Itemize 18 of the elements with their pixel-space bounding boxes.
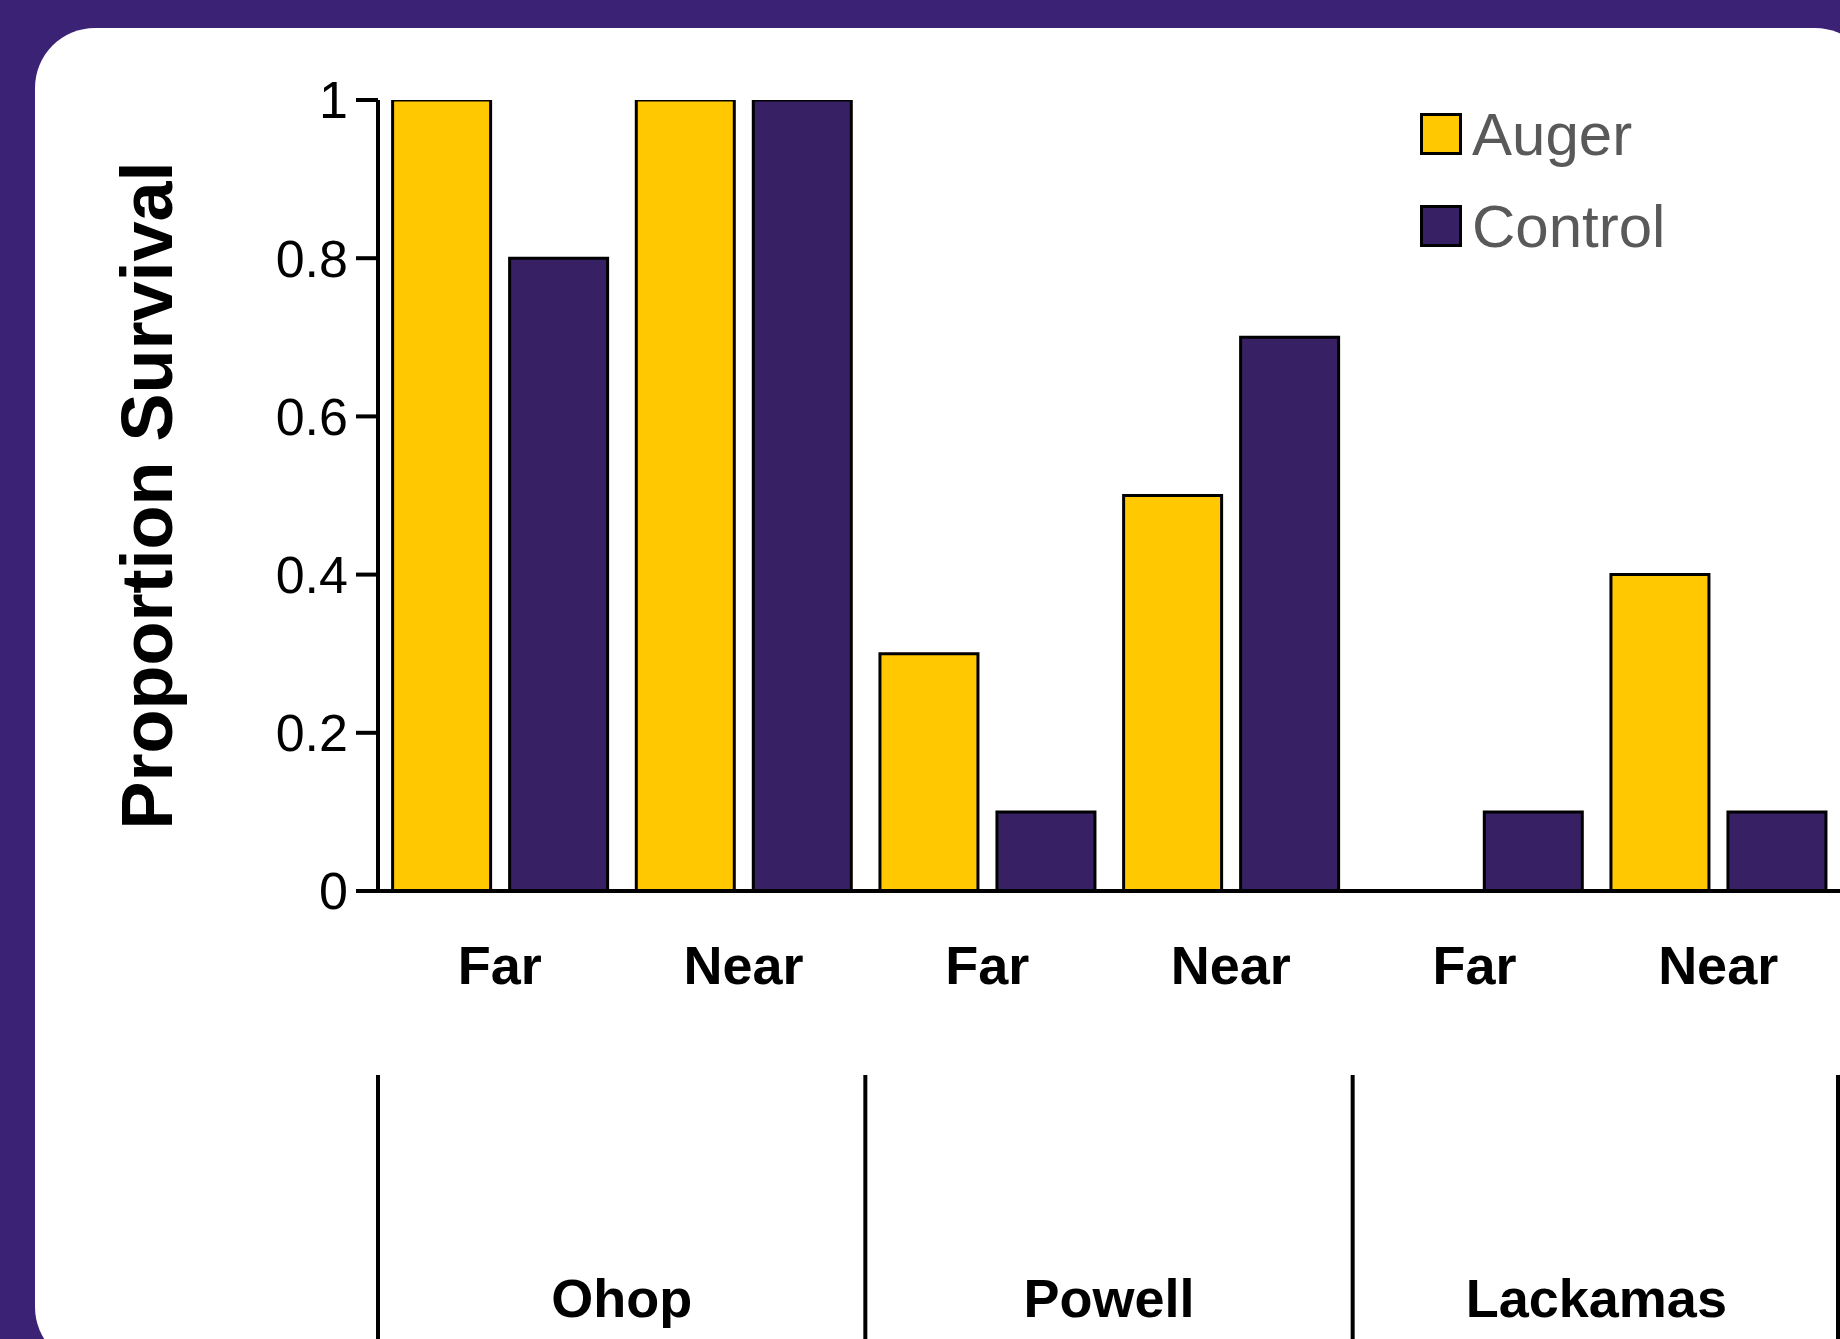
x-tick-label: Far	[945, 935, 1030, 995]
y-tick-label: 1	[319, 71, 348, 130]
text: Ohop	[551, 1268, 693, 1328]
y-tick-label: 0.4	[275, 546, 348, 605]
text: Powell	[1023, 1268, 1195, 1328]
x-tick-label: Near	[1170, 935, 1291, 995]
x-tick-label: Near	[1658, 935, 1779, 995]
x-tick-label: Far	[457, 935, 542, 995]
x-tick-label: Far	[1432, 935, 1517, 995]
y-tick-label: 0.8	[275, 229, 348, 288]
legend-label: Auger	[1472, 99, 1633, 169]
text: Lackamas	[1465, 1268, 1727, 1328]
x-tick-label: Near	[683, 935, 804, 995]
y-tick-label: 0.6	[275, 387, 348, 446]
y-axis-title: Proportion Survival	[107, 161, 187, 830]
legend-label: Control	[1472, 191, 1666, 261]
y-tick-label: 0.2	[275, 704, 348, 763]
y-tick-label: 0	[319, 862, 348, 921]
